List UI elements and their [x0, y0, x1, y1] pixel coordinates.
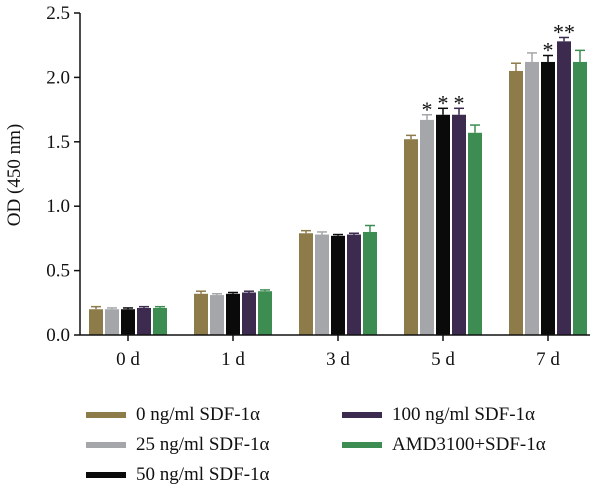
bar — [404, 139, 418, 335]
bar — [363, 231, 377, 335]
bar — [436, 114, 450, 335]
significance-marker: * — [438, 90, 449, 115]
legend: 0 ng/ml SDF-1α 25 ng/ml SDF-1α 50 ng/ml … — [86, 396, 596, 496]
legend-label: 50 ng/ml SDF-1α — [136, 464, 270, 485]
bar — [121, 309, 135, 335]
bar — [331, 235, 345, 335]
y-tick-label: 2.0 — [46, 67, 70, 88]
y-tick-label: 1.5 — [46, 132, 70, 153]
bar — [541, 61, 555, 335]
legend-item-amd3100: AMD3100+SDF-1α — [342, 434, 546, 456]
legend-label: 25 ng/ml SDF-1α — [136, 434, 270, 455]
bar — [525, 61, 539, 335]
x-tick-label: 0 d — [116, 349, 140, 370]
bar — [137, 307, 151, 335]
error-bars-layer — [91, 36, 585, 310]
y-tick-label: 0.0 — [46, 325, 70, 346]
legend-item-0ng: 0 ng/ml SDF-1α — [86, 404, 260, 426]
bars-layer — [89, 41, 587, 336]
bar — [242, 292, 256, 335]
x-tick-label: 1 d — [221, 349, 245, 370]
significance-marker: ** — [553, 19, 575, 44]
legend-swatch — [342, 442, 382, 448]
bar — [347, 234, 361, 335]
bar — [210, 295, 224, 335]
bar — [105, 309, 119, 335]
bar — [258, 291, 272, 335]
bar — [468, 132, 482, 335]
y-tick-label: 2.5 — [46, 3, 70, 24]
x-tick-label: 3 d — [326, 349, 350, 370]
significance-marker: * — [422, 97, 433, 122]
bar — [557, 41, 571, 335]
legend-swatch — [86, 442, 126, 448]
x-tick-label: 7 d — [536, 349, 560, 370]
axes-layer: 0.0 0.5 1.0 1.5 2.0 2.5 0 d 1 d 3 d 5 d 7 d — [46, 3, 590, 370]
bar — [509, 70, 523, 336]
bar — [89, 309, 103, 335]
bar — [315, 234, 329, 335]
bar — [420, 119, 434, 336]
y-axis-title: OD (450 nm) — [4, 124, 25, 226]
legend-label: AMD3100+SDF-1α — [392, 434, 546, 455]
legend-item-50ng: 50 ng/ml SDF-1α — [86, 464, 269, 486]
bar — [452, 114, 466, 335]
x-tick-label: 5 d — [431, 349, 455, 370]
bar — [226, 293, 240, 335]
bar — [194, 293, 208, 335]
legend-swatch — [86, 472, 126, 478]
significance-marker: * — [454, 90, 465, 115]
bar — [153, 307, 167, 335]
bar — [299, 233, 313, 335]
legend-swatch — [86, 412, 126, 418]
y-tick-label: 0.5 — [46, 261, 70, 282]
legend-swatch — [342, 412, 382, 418]
significance-layer: * ***** — [422, 19, 576, 121]
bar — [573, 61, 587, 335]
y-tick-label: 1.0 — [46, 196, 70, 217]
legend-item-100ng: 100 ng/ml SDF-1α — [342, 404, 535, 426]
legend-label: 100 ng/ml SDF-1α — [392, 404, 535, 425]
legend-item-25ng: 25 ng/ml SDF-1α — [86, 434, 269, 456]
significance-marker: * — [543, 38, 554, 63]
legend-label: 0 ng/ml SDF-1α — [136, 404, 260, 425]
